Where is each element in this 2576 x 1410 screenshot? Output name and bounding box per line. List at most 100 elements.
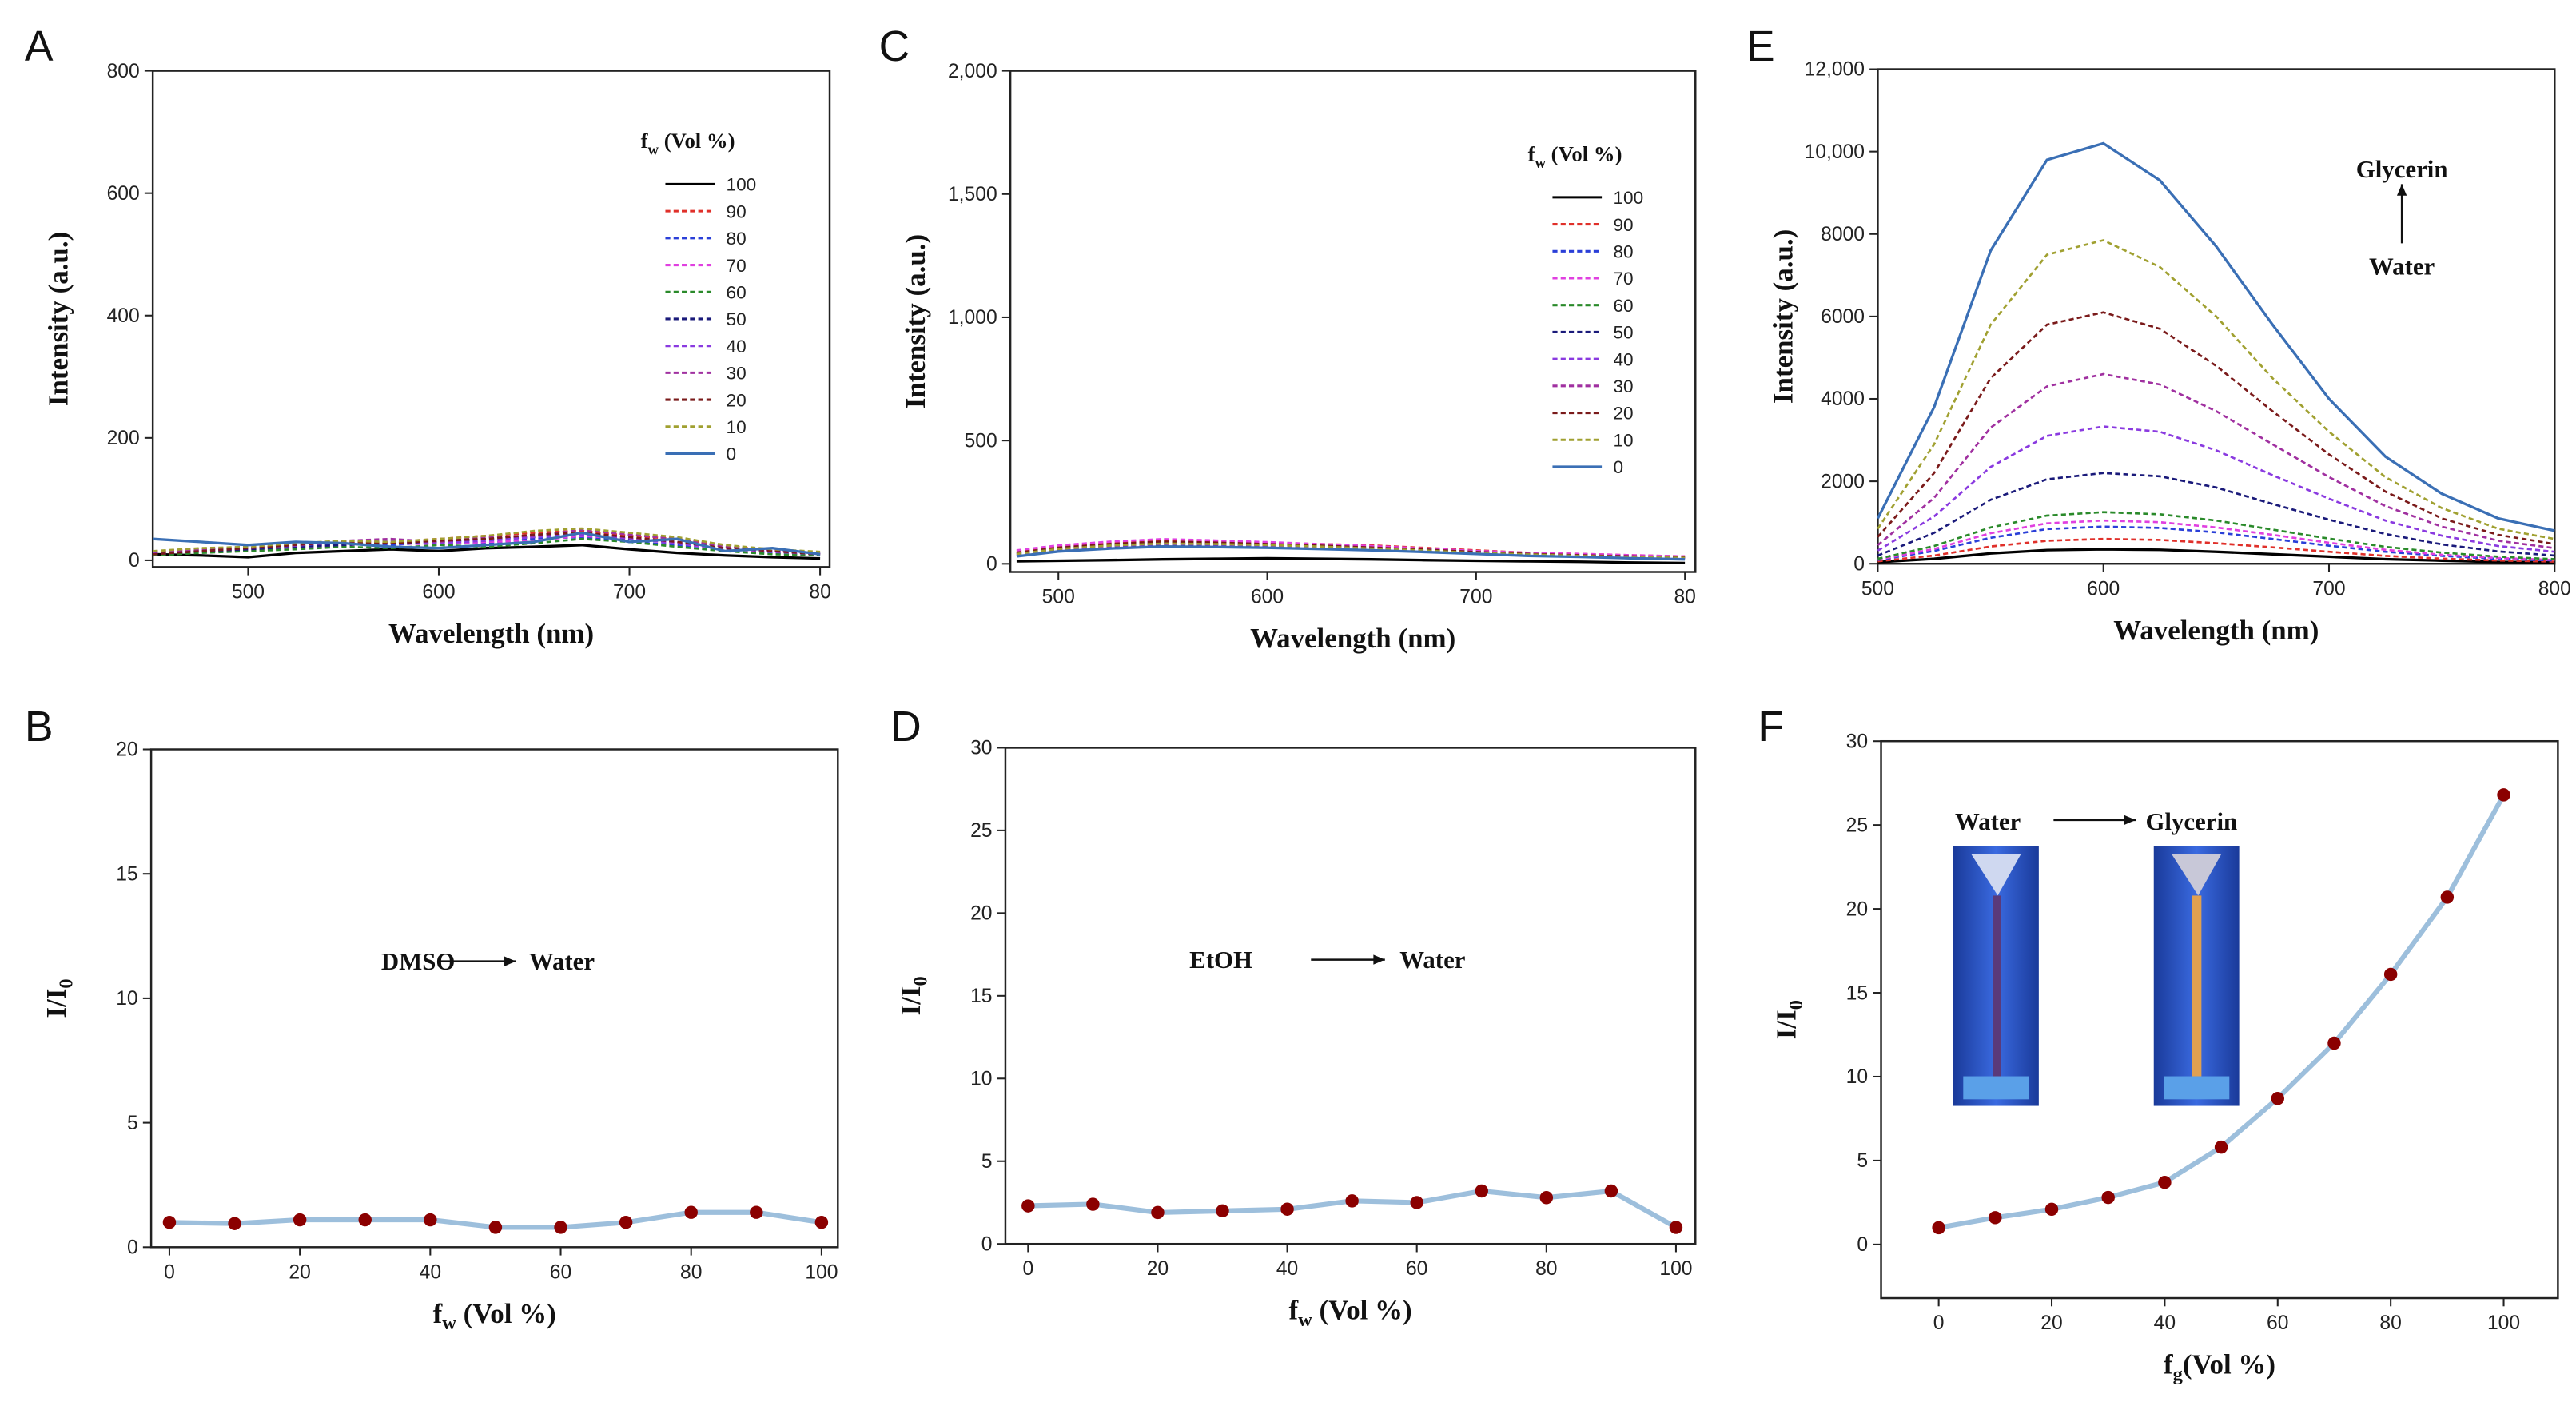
legend-label: 10 <box>1613 430 1633 450</box>
y-tick-label: 800 <box>107 61 140 82</box>
spectrum-line <box>153 532 821 556</box>
data-point <box>228 1217 241 1230</box>
y-tick-label: 10,000 <box>1805 141 1865 163</box>
spectrum-line <box>1877 548 2555 564</box>
spectrum-line <box>1877 472 2555 557</box>
annotation: Water <box>1955 808 2021 835</box>
y-tick-label: 1,500 <box>948 184 997 205</box>
spectrum-line <box>1877 537 2555 563</box>
y-tick-label: 2,000 <box>948 61 997 82</box>
arrow-head <box>504 956 516 966</box>
annotation: Water <box>529 948 595 975</box>
x-tick-label: 600 <box>1251 587 1284 608</box>
y-tick-label: 2000 <box>1821 471 1865 492</box>
y-tick-label: 1,000 <box>948 307 997 329</box>
legend-label: 60 <box>1613 296 1633 316</box>
plot-frame <box>1880 739 2559 1300</box>
x-tick-label: 100 <box>2487 1312 2520 1334</box>
data-point <box>1475 1184 1488 1198</box>
y-tick-label: 0 <box>981 1233 993 1255</box>
data-point <box>1410 1196 1423 1209</box>
data-point <box>2158 1175 2172 1189</box>
x-axis-label-part: w <box>1298 1309 1312 1331</box>
data-point <box>1345 1194 1359 1208</box>
x-tick-label: 100 <box>1659 1258 1692 1280</box>
y-axis-label-part: I/I <box>1771 1010 1802 1039</box>
y-axis-label: Intensity (a.u.) <box>900 234 931 408</box>
x-tick-label: 0 <box>1022 1258 1033 1280</box>
legend-label: 30 <box>727 364 747 384</box>
x-axis-label: Wavelength (nm) <box>388 618 594 649</box>
y-tick-label: 15 <box>116 863 137 885</box>
data-point <box>2271 1092 2284 1105</box>
spectrum-line <box>153 544 821 560</box>
legend-label: 80 <box>727 229 747 249</box>
y-axis-label: Intensity (a.u.) <box>1768 229 1799 404</box>
y-axis-label-part: Intensity (a.u.) <box>1768 229 1799 404</box>
y-axis-label-part: 0 <box>910 976 931 986</box>
arrow-head <box>1373 954 1385 965</box>
data-point <box>424 1213 437 1227</box>
spectrum-line <box>1877 525 2555 562</box>
data-point <box>750 1205 763 1219</box>
panel-label: F <box>1758 703 1784 751</box>
x-tick-label: 700 <box>613 581 646 603</box>
x-tick-label: 60 <box>550 1261 571 1283</box>
legend-label: 80 <box>1613 241 1633 261</box>
spectrum-line <box>1877 519 2555 561</box>
y-tick-label: 25 <box>1846 815 1868 836</box>
x-axis-label-part: (Vol %) <box>2183 1349 2275 1380</box>
legend-label: 70 <box>727 256 747 276</box>
x-tick-label: 600 <box>422 581 455 603</box>
x-axis-label-part: Wavelength (nm) <box>1250 623 1455 654</box>
data-point <box>2044 1202 2059 1217</box>
y-tick-label: 25 <box>970 820 992 842</box>
y-tick-label: 0 <box>1853 553 1865 575</box>
legend-label: 40 <box>727 337 747 356</box>
legend-label: 90 <box>727 201 747 221</box>
x-tick-label: 60 <box>2267 1312 2288 1334</box>
spectrum-line <box>1877 425 2555 553</box>
x-axis-label-part: g <box>2173 1364 2183 1385</box>
plot-frame <box>1004 747 1697 1245</box>
spectrum-line <box>1016 556 1686 565</box>
spectrum-line <box>1876 141 2555 532</box>
x-tick-label: 80 <box>1535 1258 1557 1280</box>
y-tick-label: 5 <box>127 1113 138 1134</box>
cuvette-water <box>1953 846 2039 1106</box>
x-tick-label: 40 <box>2154 1312 2176 1334</box>
y-axis-label-part: I/I <box>895 986 926 1015</box>
y-tick-label: 10 <box>1846 1066 1868 1088</box>
x-axis-label: fw (Vol %) <box>433 1298 556 1334</box>
x-tick-label: 100 <box>805 1261 838 1283</box>
y-axis-label-part: Intensity (a.u.) <box>900 234 931 408</box>
y-tick-label: 200 <box>107 428 140 449</box>
data-point <box>684 1205 698 1219</box>
spectrum-line <box>153 537 821 557</box>
data-point <box>1932 1221 1945 1235</box>
x-axis-label: Wavelength (nm) <box>2113 615 2319 646</box>
plot-frame <box>1009 70 1697 573</box>
y-axis-label: I/I0 <box>895 976 931 1015</box>
x-tick-label: 600 <box>2087 578 2120 599</box>
annotation: Water <box>2369 253 2435 280</box>
panel-label: C <box>879 23 910 70</box>
annotation: EtOH <box>1189 946 1252 974</box>
spectrum-line <box>1016 538 1686 558</box>
x-tick-label: 20 <box>2040 1312 2062 1334</box>
data-point <box>619 1215 633 1229</box>
y-tick-label: 0 <box>986 554 997 576</box>
annotation: Glycerin <box>2145 808 2237 835</box>
x-tick-label: 40 <box>420 1261 441 1283</box>
y-tick-label: 600 <box>107 183 140 205</box>
x-tick-label: 80 <box>2379 1312 2401 1334</box>
x-axis-label-part: w <box>442 1312 456 1334</box>
spectrum-line <box>153 532 821 556</box>
legend-title-part: f <box>1528 142 1536 166</box>
y-tick-label: 5 <box>981 1151 993 1173</box>
y-tick-label: 10 <box>116 988 137 1010</box>
data-point <box>814 1215 829 1229</box>
plot-frame <box>151 70 831 568</box>
arrow-head <box>2124 815 2136 826</box>
y-tick-label: 0 <box>1857 1234 1868 1256</box>
